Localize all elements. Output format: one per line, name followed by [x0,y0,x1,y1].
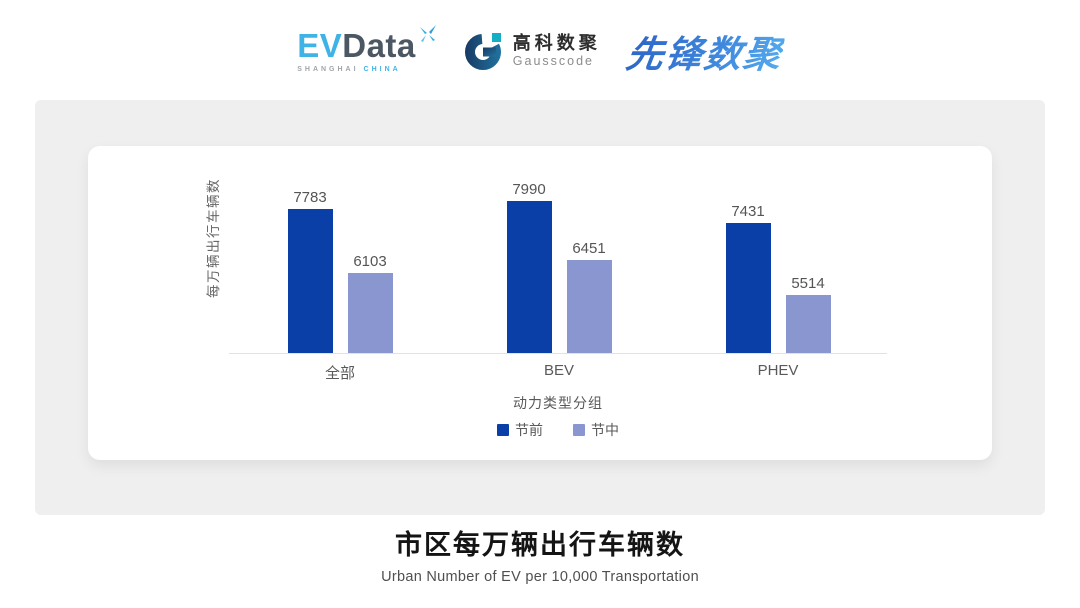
bar-rect [287,209,333,353]
legend-item-节中[interactable]: 节中 [573,420,619,440]
bar-节中-全部: 6103 [347,253,393,353]
evdata-ev-text: EV [297,27,343,64]
sparkle-icon [419,25,436,42]
category-label-全部: 全部 [324,365,355,382]
footer-title-block: 市区每万辆出行车辆数 Urban Number of EV per 10,000… [0,523,1080,585]
logo-header: EV Data SHANGHAI CHINA 高科数聚 [0,18,1080,84]
gausscode-logo: 高科数聚 Gausscode [464,31,601,71]
bar-rect [785,295,831,353]
bar-group-PHEV: 7431 5514 [725,176,831,353]
bar-rect [725,223,771,353]
bar-节中-BEV: 6451 [566,240,612,353]
bar-value-label: 7990 [512,181,546,198]
legend-label: 节中 [591,422,619,438]
bar-value-label: 7783 [293,189,327,206]
bar-value-label: 6451 [572,240,606,257]
chart-title: 市区每万辆出行车辆数 [395,530,685,560]
category-label-PHEV: PHEV [757,362,799,379]
bar-value-label: 5514 [791,275,825,292]
x-axis-title: 动力类型分组 [513,395,603,411]
bar-value-label: 6103 [353,253,387,270]
legend-item-节前[interactable]: 节前 [497,420,543,440]
category-label-BEV: BEV [543,362,574,379]
bar-rect [347,273,393,353]
chart-subtitle: Urban Number of EV per 10,000 Transporta… [381,569,699,585]
evdata-logo: EV Data SHANGHAI CHINA [297,25,439,73]
bar-节前-PHEV: 7431 [725,203,771,353]
bar-group-BEV: 7990 6451 [506,176,612,353]
pioneer-logo: 先锋数聚 [623,24,787,78]
bar-节中-PHEV: 5514 [785,275,831,353]
gausscode-en-text: Gausscode [512,54,595,69]
legend-swatch-icon [573,424,585,436]
evdata-subtext: SHANGHAI CHINA [297,66,401,73]
chart-panel: 每万辆出行车辆数 7783 6103 全部 7990 6451 BEV 7431 5514 PH… [35,100,1045,515]
bar-节前-全部: 7783 [287,189,333,353]
bar-节前-BEV: 7990 [506,181,552,353]
evdata-data-text: Data [342,27,416,64]
x-axis-line [229,353,887,354]
legend: 节前 节中 [229,420,887,440]
gausscode-cn-text: 高科数聚 [512,33,601,54]
legend-swatch-icon [497,424,509,436]
bar-rect [506,201,552,353]
bar-rect [566,260,612,353]
bar-group-全部: 7783 6103 [287,176,393,353]
legend-label: 节前 [515,422,543,438]
gausscode-icon [464,33,501,70]
bar-value-label: 7431 [731,203,765,220]
chart-card: 每万辆出行车辆数 7783 6103 全部 7990 6451 BEV 7431 5514 PH… [88,146,992,460]
